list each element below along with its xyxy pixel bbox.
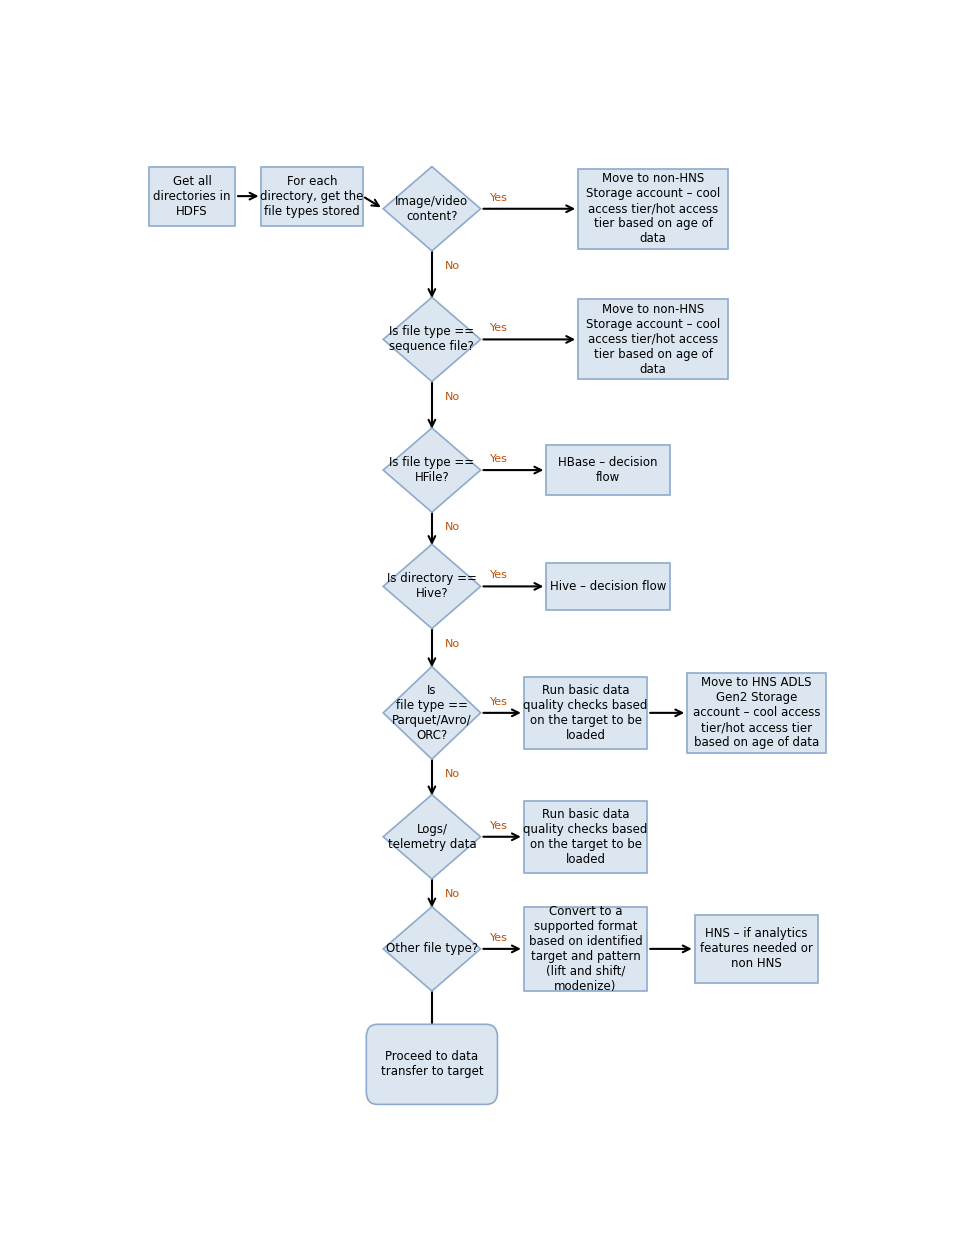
FancyBboxPatch shape [578,168,728,248]
Text: No: No [446,392,460,402]
Text: Move to non-HNS
Storage account – cool
access tier/hot access
tier based on age : Move to non-HNS Storage account – cool a… [586,172,720,246]
Text: Yes: Yes [490,821,509,831]
Text: Proceed to data
transfer to target: Proceed to data transfer to target [381,1051,484,1078]
Text: Yes: Yes [490,454,509,464]
Text: Yes: Yes [490,570,509,580]
Text: Run basic data
quality checks based
on the target to be
loaded: Run basic data quality checks based on t… [523,684,648,741]
Polygon shape [383,428,481,512]
Polygon shape [383,666,481,759]
FancyBboxPatch shape [149,167,235,226]
Text: Yes: Yes [490,323,509,333]
FancyBboxPatch shape [578,300,728,379]
Text: Is directory ==
Hive?: Is directory == Hive? [387,573,477,600]
Text: No: No [446,639,460,649]
Text: No: No [446,889,460,899]
Polygon shape [383,544,481,629]
Text: Run basic data
quality checks based
on the target to be
loaded: Run basic data quality checks based on t… [523,807,648,866]
FancyBboxPatch shape [261,167,363,226]
Text: Get all
directories in
HDFS: Get all directories in HDFS [154,175,231,217]
FancyBboxPatch shape [524,676,647,749]
FancyBboxPatch shape [524,801,647,872]
FancyBboxPatch shape [546,444,670,495]
Text: HNS – if analytics
features needed or
non HNS: HNS – if analytics features needed or no… [700,927,813,971]
Text: HBase – decision
flow: HBase – decision flow [558,456,658,484]
Text: For each
directory, get the
file types stored: For each directory, get the file types s… [260,175,364,217]
Text: Move to HNS ADLS
Gen2 Storage
account – cool access
tier/hot access tier
based o: Move to HNS ADLS Gen2 Storage account – … [692,676,820,749]
Text: Hive – decision flow: Hive – decision flow [550,580,666,593]
FancyBboxPatch shape [688,673,826,753]
Text: Is file type ==
sequence file?: Is file type == sequence file? [390,326,475,353]
Text: Yes: Yes [490,696,509,706]
Text: No: No [446,769,460,780]
Text: No: No [446,261,460,271]
FancyBboxPatch shape [694,915,818,982]
Text: Yes: Yes [490,192,509,203]
Text: Other file type?: Other file type? [386,942,478,956]
Polygon shape [383,167,481,251]
FancyBboxPatch shape [366,1025,497,1104]
Text: Convert to a
supported format
based on identified
target and pattern
(lift and s: Convert to a supported format based on i… [529,905,642,993]
Text: Yes: Yes [490,934,509,943]
Text: Image/video
content?: Image/video content? [396,195,468,222]
FancyBboxPatch shape [546,563,670,609]
Polygon shape [383,795,481,879]
Text: Is file type ==
HFile?: Is file type == HFile? [390,456,475,484]
Text: No: No [446,523,460,533]
Text: Logs/
telemetry data: Logs/ telemetry data [388,822,476,851]
Text: Is
file type ==
Parquet/Avro/
ORC?: Is file type == Parquet/Avro/ ORC? [392,684,472,741]
Polygon shape [383,907,481,991]
Text: Move to non-HNS
Storage account – cool
access tier/hot access
tier based on age : Move to non-HNS Storage account – cool a… [586,303,720,376]
FancyBboxPatch shape [524,907,647,991]
Polygon shape [383,297,481,382]
